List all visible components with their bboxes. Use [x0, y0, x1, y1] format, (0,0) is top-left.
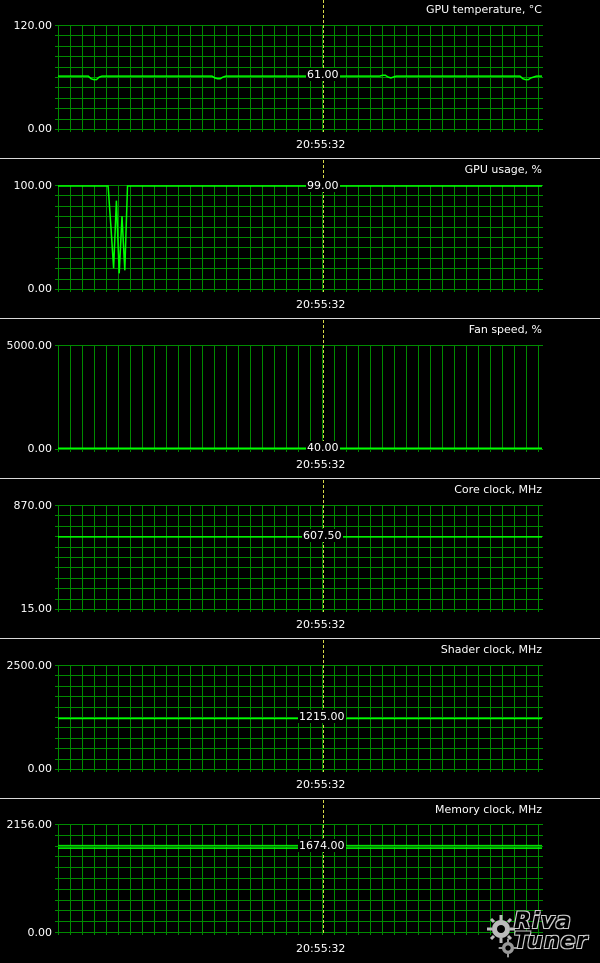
panel-title: GPU usage, % — [464, 163, 542, 176]
gpu-usage-panel: GPU usage, % 100.00 0.00 99.00 20:55:32 — [0, 160, 600, 320]
current-value-label: 1215.00 — [298, 710, 346, 723]
cursor-time-label: 20:55:32 — [296, 618, 346, 631]
data-trace — [58, 74, 542, 81]
current-value-label: 607.50 — [302, 529, 343, 542]
panel-title: Core clock, MHz — [454, 483, 542, 496]
panel-separator — [0, 158, 600, 159]
y-min-label: 0.00 — [27, 122, 53, 135]
y-max-label: 120.00 — [13, 19, 53, 32]
shader-clock-graph[interactable] — [0, 640, 600, 800]
y-max-label: 870.00 — [13, 499, 53, 512]
rivatuner-logo: Riva Tuner — [486, 910, 596, 960]
current-value-label: 40.00 — [306, 441, 340, 454]
current-value-label: 61.00 — [306, 68, 340, 81]
panel-title: Memory clock, MHz — [434, 803, 542, 816]
shader-clock-panel: Shader clock, MHz 2500.00 0.00 1215.00 2… — [0, 640, 600, 800]
current-value-label: 1674.00 — [298, 839, 346, 852]
panel-title: Fan speed, % — [468, 323, 542, 336]
y-min-label: 0.00 — [27, 282, 53, 295]
fan-speed-panel: Fan speed, % 5000.00 0.00 40.00 20:55:32 — [0, 320, 600, 480]
y-max-label: 5000.00 — [6, 339, 53, 352]
cursor-time-label: 20:55:32 — [296, 778, 346, 791]
cursor-time-label: 20:55:32 — [296, 458, 346, 471]
memory-clock-panel: Memory clock, MHz 2156.00 0.00 1674.00 2… — [0, 800, 600, 963]
fan-speed-graph[interactable] — [0, 320, 600, 480]
gpu-temperature-graph[interactable] — [0, 0, 600, 160]
small-gear-icon — [498, 938, 518, 958]
panel-separator — [0, 638, 600, 639]
core-clock-graph[interactable] — [0, 480, 600, 640]
y-min-label: 0.00 — [27, 442, 53, 455]
gear-icon — [487, 915, 515, 943]
data-trace — [58, 185, 542, 274]
panel-separator — [0, 478, 600, 479]
cursor-time-label: 20:55:32 — [296, 138, 346, 151]
y-max-label: 2156.00 — [6, 818, 53, 831]
core-clock-panel: Core clock, MHz 870.00 15.00 607.50 20:5… — [0, 480, 600, 640]
y-min-label: 15.00 — [20, 602, 53, 615]
cursor-time-label: 20:55:32 — [296, 942, 346, 955]
current-value-label: 99.00 — [306, 179, 340, 192]
gpu-temperature-panel: GPU temperature, °C 120.00 0.00 61.00 20… — [0, 0, 600, 160]
cursor-time-label: 20:55:32 — [296, 298, 346, 311]
logo-text: Riva Tuner — [514, 909, 589, 954]
y-max-label: 100.00 — [13, 179, 53, 192]
panel-separator — [0, 318, 600, 319]
gpu-usage-graph[interactable] — [0, 160, 600, 320]
y-max-label: 2500.00 — [6, 659, 53, 672]
y-min-label: 0.00 — [27, 926, 53, 939]
panel-separator — [0, 798, 600, 799]
panel-title: Shader clock, MHz — [440, 643, 542, 656]
y-min-label: 0.00 — [27, 762, 53, 775]
panel-title: GPU temperature, °C — [425, 3, 542, 16]
